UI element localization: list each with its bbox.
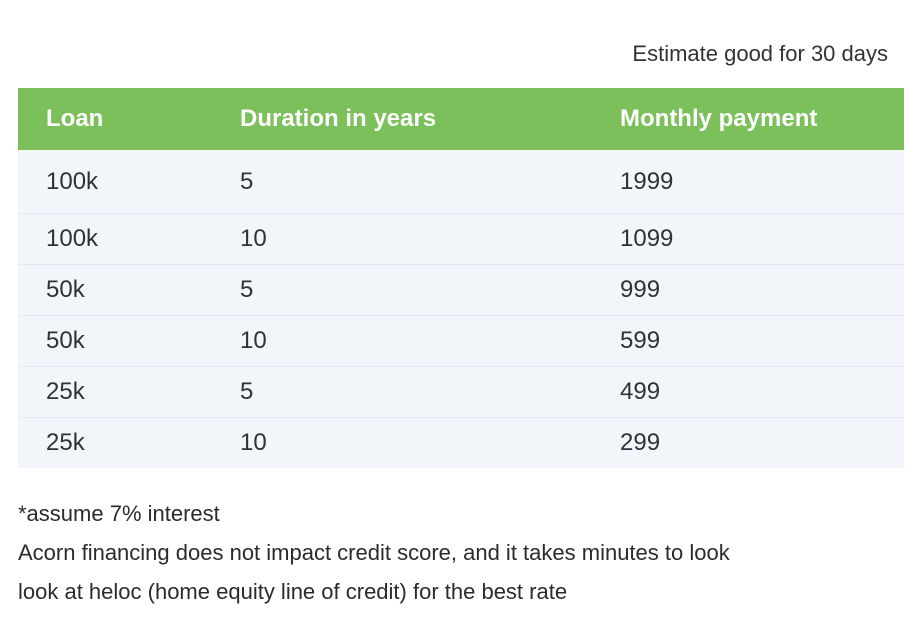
loan-cell: 25k — [18, 417, 212, 468]
table-row: 50k 5 999 — [18, 264, 904, 316]
footnote-interest-assumption: *assume 7% interest — [18, 501, 220, 526]
table-row: 50k 10 599 — [18, 315, 904, 367]
duration-cell: 5 — [212, 366, 592, 418]
table-header-row: Loan Duration in years Monthly payment — [18, 88, 904, 150]
payment-cell: 1999 — [592, 150, 904, 214]
estimate-validity-note: Estimate good for 30 days — [632, 41, 888, 66]
column-header-loan: Loan — [18, 88, 212, 150]
footnotes: *assume 7% interest Acorn financing does… — [18, 494, 904, 611]
column-header-monthly-payment: Monthly payment — [592, 88, 904, 150]
footnote-credit-score: Acorn financing does not impact credit s… — [18, 540, 730, 565]
duration-cell: 10 — [212, 417, 592, 468]
loan-cell: 100k — [18, 213, 212, 265]
payment-cell: 1099 — [592, 213, 904, 265]
payment-cell: 599 — [592, 315, 904, 367]
payment-cell: 299 — [592, 417, 904, 468]
table-row: 25k 10 299 — [18, 417, 904, 468]
footnote-heloc: look at heloc (home equity line of credi… — [18, 579, 568, 604]
loan-cell: 100k — [18, 150, 212, 214]
duration-cell: 5 — [212, 150, 592, 214]
payment-cell: 999 — [592, 264, 904, 316]
table-row: 25k 5 499 — [18, 366, 904, 418]
payment-cell: 499 — [592, 366, 904, 418]
table-row: 100k 10 1099 — [18, 213, 904, 265]
loan-cell: 25k — [18, 366, 212, 418]
duration-cell: 10 — [212, 315, 592, 367]
column-header-duration: Duration in years — [212, 88, 592, 150]
duration-cell: 10 — [212, 213, 592, 265]
loan-payment-table: Loan Duration in years Monthly payment 1… — [18, 88, 904, 468]
table-row: 100k 5 1999 — [18, 150, 904, 214]
duration-cell: 5 — [212, 264, 592, 316]
loan-cell: 50k — [18, 315, 212, 367]
loan-cell: 50k — [18, 264, 212, 316]
